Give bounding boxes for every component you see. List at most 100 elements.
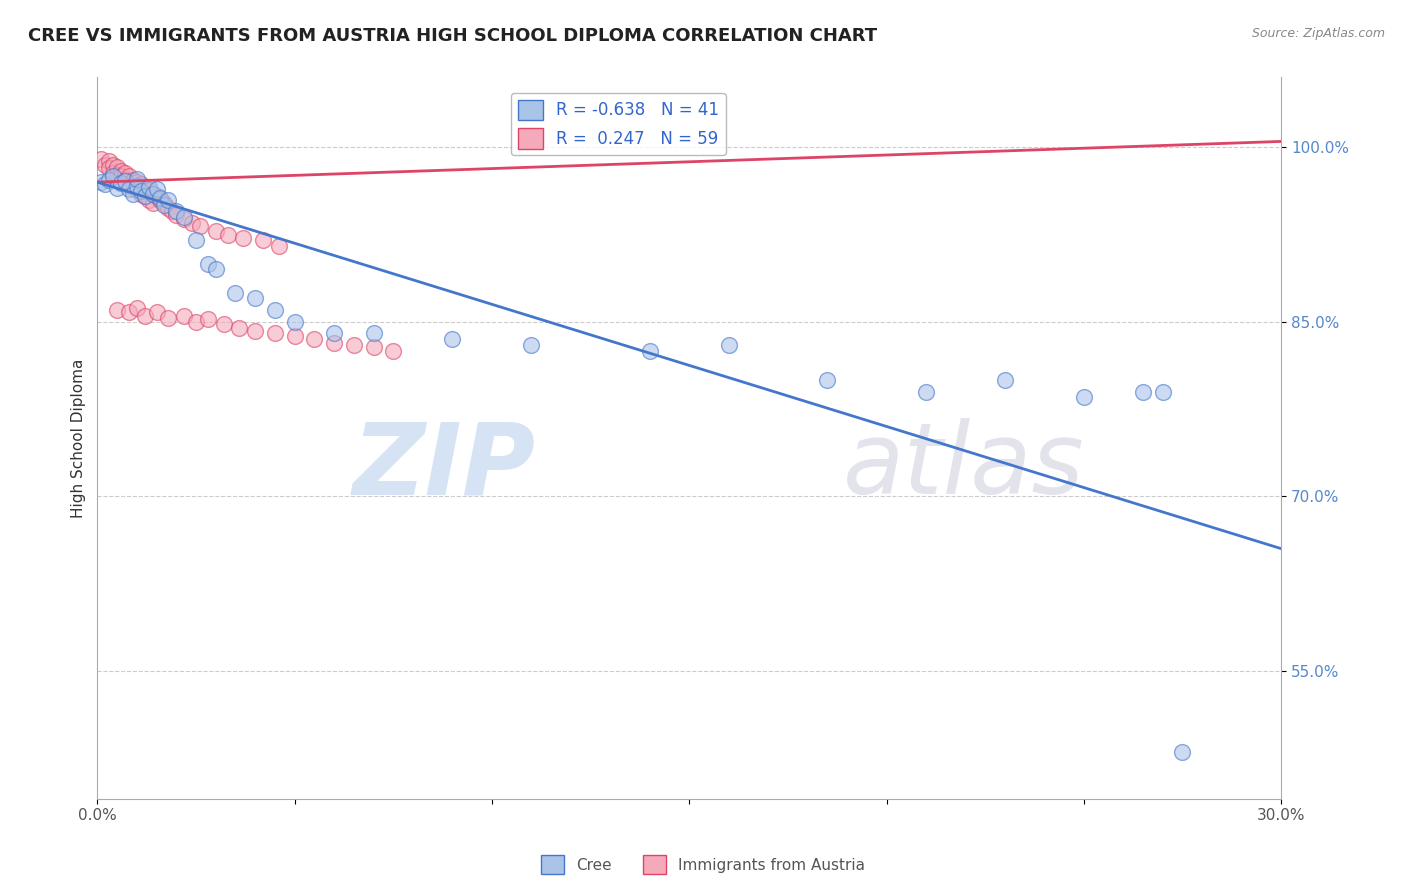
Point (1171, 745, 1194, 759)
Point (118, 182, 141, 196)
Point (129, 178, 152, 192)
Point (138, 183, 160, 197)
Point (363, 326, 385, 341)
Point (343, 338, 366, 352)
Point (114, 166, 136, 180)
Point (90, 175, 112, 189)
Point (125, 183, 148, 197)
Point (149, 191, 172, 205)
Point (121, 186, 143, 201)
Point (181, 216, 204, 230)
Point (184, 233, 207, 247)
Point (134, 189, 156, 203)
Point (173, 210, 195, 224)
Point (125, 178, 148, 193)
Point (138, 193, 160, 207)
Point (118, 178, 141, 192)
Point (125, 301, 148, 315)
Point (165, 204, 187, 219)
Point (915, 384, 938, 399)
Point (101, 169, 124, 184)
Point (304, 332, 326, 346)
Text: atlas: atlas (844, 418, 1085, 516)
Point (105, 303, 128, 318)
Point (157, 311, 180, 326)
Point (204, 262, 226, 277)
Point (114, 173, 136, 187)
Point (149, 193, 172, 207)
Point (157, 193, 180, 207)
Point (162, 204, 184, 219)
Point (110, 169, 132, 184)
Point (121, 173, 143, 187)
Point (134, 309, 156, 323)
Point (142, 186, 165, 201)
Point (212, 317, 235, 331)
Point (145, 182, 167, 196)
Point (382, 343, 405, 358)
Point (815, 373, 838, 387)
Point (165, 208, 187, 222)
Point (110, 177, 132, 191)
Point (363, 340, 385, 354)
Point (94, 178, 117, 192)
Point (90, 152, 112, 166)
Point (323, 335, 346, 350)
Point (129, 185, 152, 199)
Point (197, 312, 219, 326)
Point (98, 173, 121, 187)
Point (105, 160, 128, 174)
Point (114, 174, 136, 188)
Point (142, 186, 165, 201)
Point (717, 338, 740, 352)
Y-axis label: High School Diploma: High School Diploma (72, 359, 86, 517)
Point (197, 257, 219, 271)
Point (441, 332, 464, 346)
Point (1152, 384, 1174, 399)
Point (323, 326, 346, 341)
Point (98, 161, 121, 176)
Point (105, 181, 128, 195)
Point (284, 315, 307, 329)
Point (520, 338, 543, 352)
Point (994, 373, 1017, 387)
Text: Source: ZipAtlas.com: Source: ZipAtlas.com (1251, 27, 1385, 40)
Point (217, 227, 239, 242)
Legend: R = -0.638   N = 41, R =  0.247   N = 59: R = -0.638 N = 41, R = 0.247 N = 59 (510, 93, 725, 155)
Point (101, 166, 124, 180)
Point (134, 181, 156, 195)
Point (224, 285, 246, 300)
Legend: Cree, Immigrants from Austria: Cree, Immigrants from Austria (536, 849, 870, 880)
Point (243, 292, 266, 306)
Point (264, 303, 287, 318)
Point (145, 305, 167, 319)
Point (157, 201, 180, 215)
Point (184, 315, 207, 329)
Point (173, 212, 195, 227)
Point (145, 189, 167, 203)
Point (228, 320, 250, 334)
Point (188, 219, 211, 234)
Point (153, 196, 176, 211)
Point (284, 328, 307, 343)
Point (1132, 384, 1154, 399)
Point (1073, 390, 1095, 404)
Point (153, 198, 176, 212)
Point (105, 168, 128, 182)
Point (101, 158, 124, 172)
Point (204, 224, 226, 238)
Point (638, 343, 661, 358)
Text: CREE VS IMMIGRANTS FROM AUSTRIA HIGH SCHOOL DIPLOMA CORRELATION CHART: CREE VS IMMIGRANTS FROM AUSTRIA HIGH SCH… (28, 27, 877, 45)
Point (134, 189, 156, 203)
Point (252, 233, 274, 247)
Point (232, 231, 254, 245)
Point (138, 179, 160, 194)
Point (129, 186, 152, 201)
Point (267, 239, 290, 253)
Text: ZIP: ZIP (353, 418, 536, 516)
Point (98, 154, 121, 169)
Point (125, 171, 148, 186)
Point (264, 326, 287, 341)
Point (125, 175, 148, 189)
Point (142, 196, 165, 211)
